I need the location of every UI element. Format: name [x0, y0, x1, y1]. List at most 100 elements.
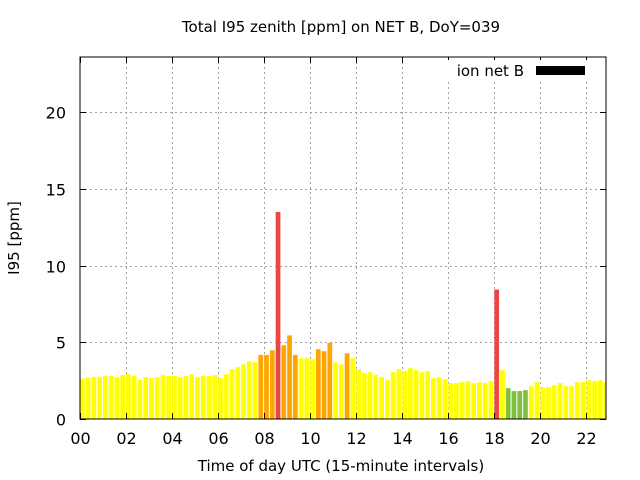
- bar: [569, 386, 574, 419]
- bar: [344, 353, 350, 419]
- bar: [454, 383, 459, 419]
- bar: [281, 345, 287, 419]
- bar: [154, 377, 160, 419]
- bar: [304, 358, 310, 419]
- x-tick-label: 00: [70, 429, 90, 448]
- x-tick-label: 10: [300, 429, 320, 448]
- bar: [195, 377, 200, 419]
- bar: [310, 359, 315, 419]
- bar: [200, 376, 206, 419]
- y-tick-label: 0: [56, 411, 66, 430]
- bar: [419, 372, 425, 419]
- bar: [189, 374, 195, 419]
- bar: [275, 211, 281, 419]
- bar: [534, 382, 540, 419]
- bar: [390, 372, 396, 419]
- bar: [258, 354, 264, 419]
- bar: [471, 383, 477, 419]
- bar: [137, 379, 143, 419]
- bar: [385, 380, 390, 419]
- bar: [477, 382, 482, 419]
- bar: [327, 342, 333, 419]
- legend-swatch: [536, 66, 585, 75]
- bar: [442, 379, 448, 419]
- bar: [563, 386, 569, 419]
- y-tick-label: 5: [56, 334, 66, 353]
- y-axis-label: I95 [ppm]: [5, 201, 23, 275]
- bar: [131, 376, 137, 419]
- x-tick-label: 06: [208, 429, 228, 448]
- bar: [494, 289, 500, 419]
- y-tick-label: 20: [46, 104, 66, 123]
- bar: [206, 376, 212, 419]
- bar: [212, 375, 218, 419]
- bar: [333, 362, 338, 419]
- bar: [264, 354, 269, 419]
- y-tick-labels: 0 5 10 15 20: [46, 104, 66, 430]
- bar: [166, 376, 172, 419]
- bar: [361, 373, 367, 419]
- bar: [436, 377, 442, 419]
- bar: [97, 376, 102, 419]
- bar: [114, 377, 120, 419]
- bar: [177, 377, 183, 419]
- x-tick-label: 14: [392, 429, 412, 448]
- bar: [482, 383, 488, 419]
- x-tick-label: 04: [162, 429, 182, 448]
- bar: [85, 377, 91, 419]
- bar: [448, 383, 454, 419]
- bar: [574, 382, 580, 419]
- x-tick-label: 02: [116, 429, 136, 448]
- bar: [500, 370, 505, 419]
- bar: [396, 369, 402, 419]
- bar: [505, 388, 511, 419]
- x-tick-labels: 00 02 04 06 08 10 12 14 16 18 20 22: [70, 429, 596, 448]
- bar: [459, 382, 465, 419]
- bar: [373, 374, 379, 419]
- bar: [126, 374, 131, 419]
- bar: [223, 374, 229, 419]
- bar: [523, 390, 528, 419]
- bar: [557, 383, 563, 419]
- bar: [160, 375, 166, 419]
- bar: [120, 375, 125, 419]
- x-tick-label: 12: [346, 429, 366, 448]
- bar: [252, 362, 258, 419]
- bar: [315, 349, 321, 419]
- bar: [108, 376, 114, 419]
- x-tick-label: 08: [254, 429, 274, 448]
- grid-lines: [80, 57, 606, 419]
- y-tick-label: 10: [46, 258, 66, 277]
- chart-title: Total I95 zenith [ppm] on NET B, DoY=039: [181, 18, 500, 36]
- bar: [528, 386, 534, 419]
- bar: [229, 369, 235, 419]
- bar: [235, 367, 241, 419]
- bar: [246, 361, 252, 419]
- bar: [356, 369, 361, 419]
- bar: [218, 378, 223, 419]
- bar: [580, 382, 586, 419]
- bar: [321, 351, 327, 419]
- bar: [402, 371, 407, 419]
- bar: [367, 372, 373, 419]
- bar: [413, 370, 419, 419]
- bar: [431, 378, 436, 419]
- bar: [149, 378, 154, 419]
- bar: [597, 380, 603, 419]
- bar: [80, 378, 85, 419]
- x-tick-label: 18: [484, 429, 504, 448]
- bar: [511, 391, 517, 419]
- bar: [143, 377, 149, 419]
- bars-group: [80, 211, 606, 419]
- bar: [408, 368, 413, 419]
- x-tick-label: 20: [530, 429, 550, 448]
- bar: [586, 380, 592, 419]
- x-axis-label: Time of day UTC (15-minute intervals): [197, 457, 484, 475]
- x-tick-label: 22: [576, 429, 596, 448]
- plot-frame: [79, 56, 607, 420]
- bar: [338, 364, 344, 419]
- bar: [103, 376, 108, 419]
- bar: [172, 375, 177, 419]
- bar: [465, 381, 471, 419]
